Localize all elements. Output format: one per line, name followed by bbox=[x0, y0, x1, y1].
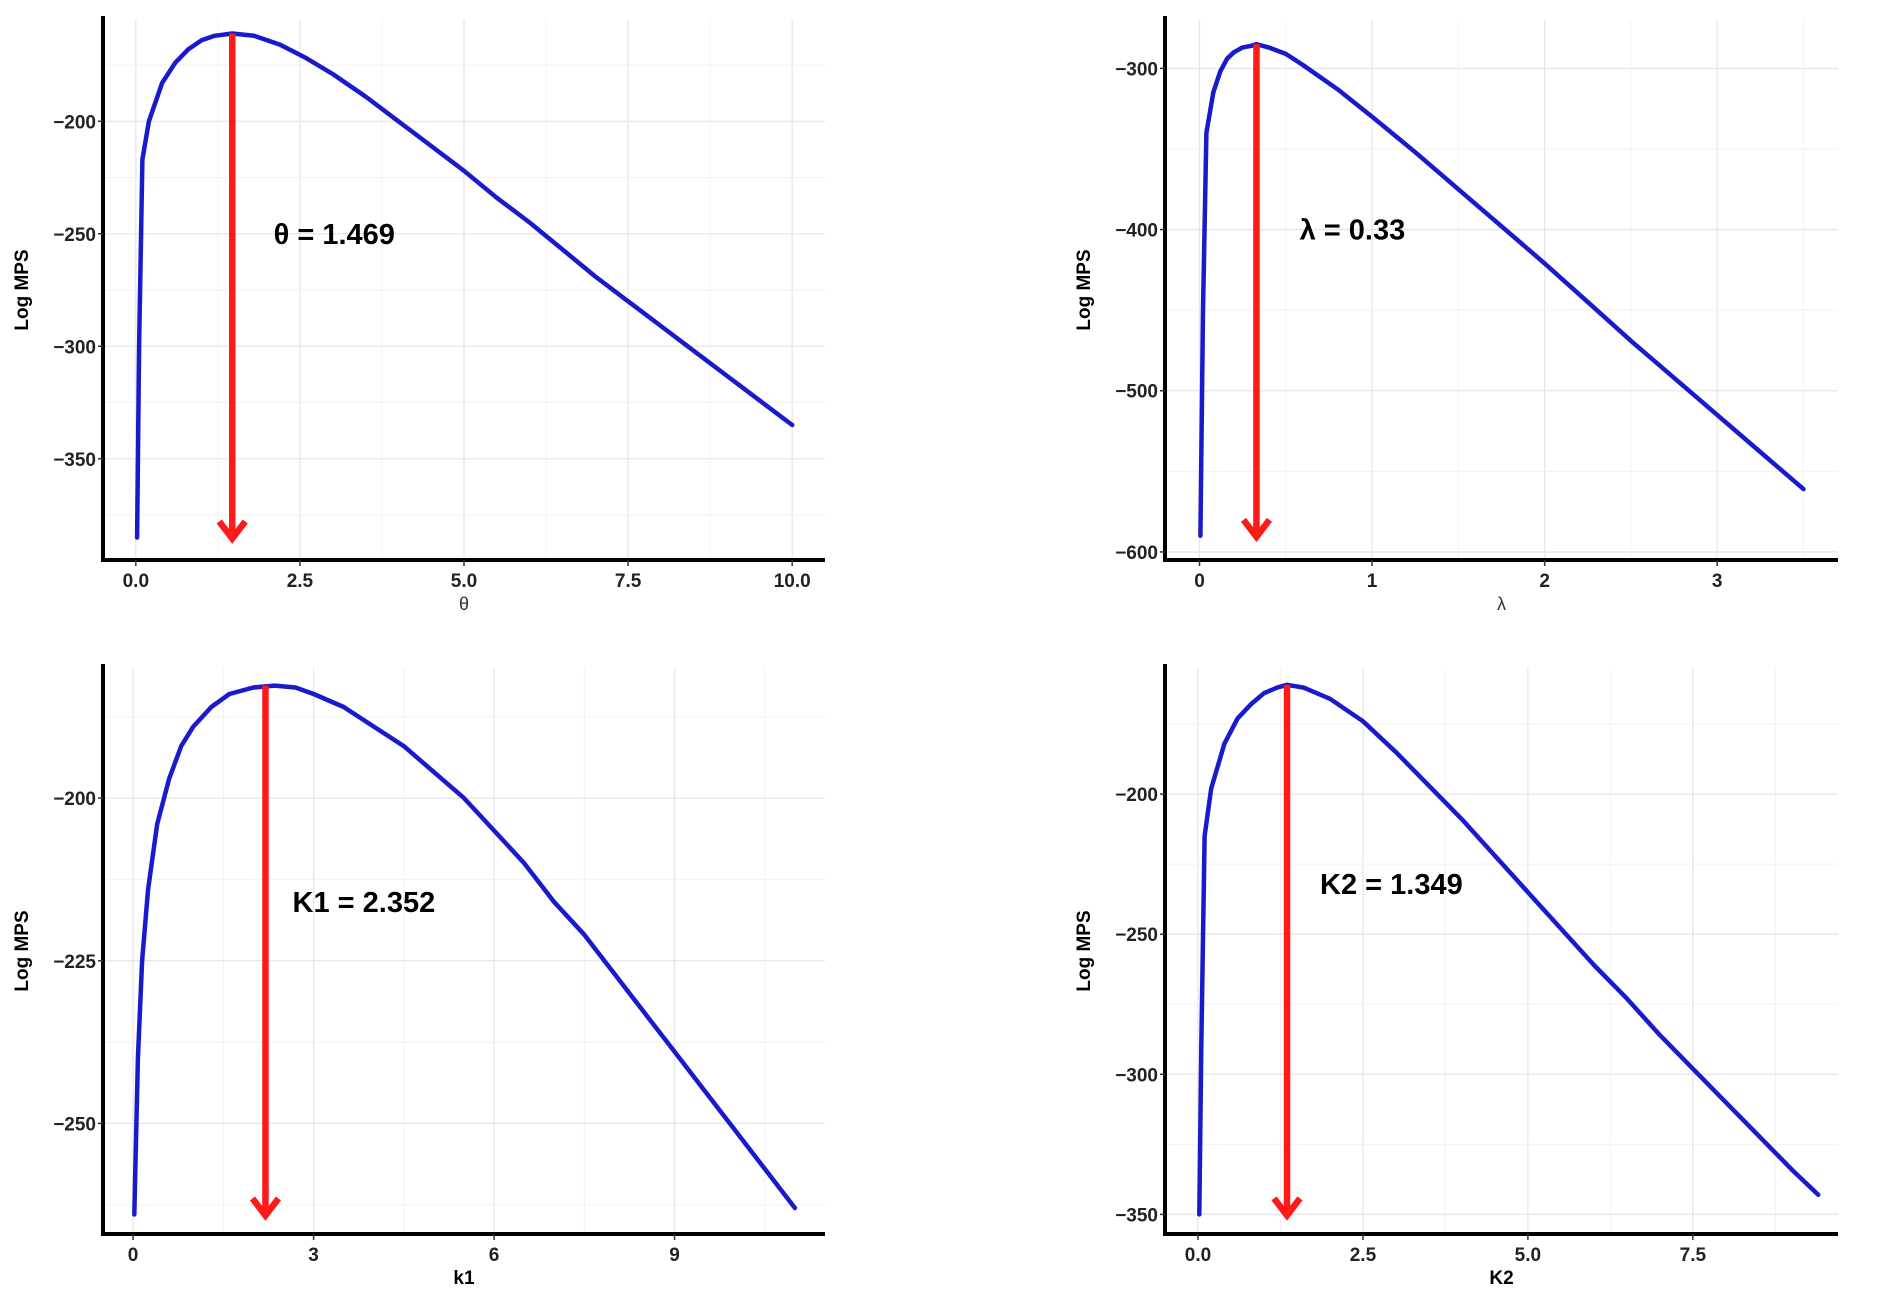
x-axis-label: θ bbox=[459, 594, 469, 614]
estimate-annotation: K1 = 2.352 bbox=[293, 887, 436, 919]
chart-panel-k2: 0.0 2.5 5.0 7.5 −200 −250 −300 −350 K2 Log MPS K2 … bbox=[941, 648, 1882, 1297]
arrow-head bbox=[1271, 1196, 1303, 1221]
x-tick-label: 2.5 bbox=[1350, 1245, 1377, 1266]
x-tick-label: 0.0 bbox=[1185, 1245, 1211, 1266]
chart-panel-lambda: 0 1 2 3 −300 −400 −500 −600 λ Log MPS λ = 0.33 bbox=[941, 0, 1882, 648]
x-axis-label: K2 bbox=[1489, 1268, 1513, 1289]
y-axis-label: Log MPS bbox=[1074, 249, 1095, 330]
y-tick-label: −200 bbox=[1115, 785, 1158, 806]
grid bbox=[1165, 668, 1838, 1234]
x-tick-label: 6 bbox=[489, 1245, 500, 1266]
y-tick-label: −500 bbox=[1115, 382, 1158, 403]
x-tick-label: 2 bbox=[1539, 571, 1550, 592]
x-tick-label: 0 bbox=[128, 1245, 139, 1266]
x-tick-label: 7.5 bbox=[615, 571, 642, 592]
x-tick-label: 1 bbox=[1367, 571, 1378, 592]
estimate-annotation: K2 = 1.349 bbox=[1320, 869, 1463, 901]
arrow-head bbox=[1240, 517, 1273, 543]
series-line bbox=[132, 683, 798, 1217]
series-line bbox=[1197, 682, 1821, 1217]
chart-k1: 0 3 6 9 −200 −225 −250 k1 Log MPS K1 = 2.352 bbox=[12, 664, 825, 1289]
y-tick-label: −300 bbox=[1115, 1065, 1158, 1086]
arrow-head bbox=[249, 1196, 282, 1221]
y-tick-label: −350 bbox=[53, 450, 96, 471]
x-tick-label: 5.0 bbox=[451, 571, 477, 592]
x-axis-label: k1 bbox=[453, 1268, 475, 1289]
x-tick-label: 2.5 bbox=[287, 571, 314, 592]
grid bbox=[103, 20, 825, 560]
y-tick-label: −300 bbox=[53, 337, 96, 358]
arrow-head bbox=[216, 519, 248, 544]
chart-theta: 0.0 2.5 5.0 7.5 10.0 −200 −250 −300 −350 θ Log MPS… bbox=[12, 16, 825, 614]
chart-panel-theta: 0.0 2.5 5.0 7.5 10.0 −200 −250 −300 −350 θ Log MPS… bbox=[0, 0, 941, 648]
y-tick-label: −225 bbox=[53, 952, 96, 973]
x-axis-label: λ bbox=[1497, 594, 1506, 614]
y-tick-label: −250 bbox=[53, 225, 96, 246]
series-line bbox=[1198, 41, 1806, 539]
y-tick-label: −350 bbox=[1115, 1205, 1158, 1226]
y-tick-label: −250 bbox=[1115, 925, 1158, 946]
chart-panel-k1: 0 3 6 9 −200 −225 −250 k1 Log MPS K1 = 2.352 bbox=[0, 648, 941, 1297]
y-axis-label: Log MPS bbox=[12, 910, 33, 991]
x-tick-label: 3 bbox=[1712, 571, 1723, 592]
x-tick-label: 0 bbox=[1194, 571, 1205, 592]
estimate-annotation: λ = 0.33 bbox=[1300, 215, 1406, 247]
y-tick-label: −200 bbox=[53, 112, 96, 133]
x-tick-label: 5.0 bbox=[1515, 1245, 1541, 1266]
y-tick-label: −250 bbox=[53, 1114, 96, 1135]
grid bbox=[103, 668, 825, 1234]
series-line bbox=[134, 31, 795, 540]
y-tick-label: −300 bbox=[1115, 59, 1158, 80]
chart-lambda: 0 1 2 3 −300 −400 −500 −600 λ Log MPS λ = 0.33 bbox=[1074, 16, 1838, 614]
chart-k2: 0.0 2.5 5.0 7.5 −200 −250 −300 −350 K2 Log MPS K2 … bbox=[1074, 664, 1838, 1289]
estimate-annotation: θ = 1.469 bbox=[274, 219, 395, 251]
x-tick-label: 0.0 bbox=[123, 571, 149, 592]
y-tick-label: −200 bbox=[53, 789, 96, 810]
x-tick-label: 7.5 bbox=[1680, 1245, 1707, 1266]
y-axis-label: Log MPS bbox=[1074, 910, 1095, 991]
y-tick-label: −600 bbox=[1115, 543, 1158, 564]
x-tick-label: 9 bbox=[669, 1245, 680, 1266]
y-axis-label: Log MPS bbox=[12, 249, 33, 330]
x-tick-label: 10.0 bbox=[774, 571, 811, 592]
grid bbox=[1165, 20, 1838, 560]
x-tick-label: 3 bbox=[308, 1245, 319, 1266]
y-tick-label: −400 bbox=[1115, 221, 1158, 242]
